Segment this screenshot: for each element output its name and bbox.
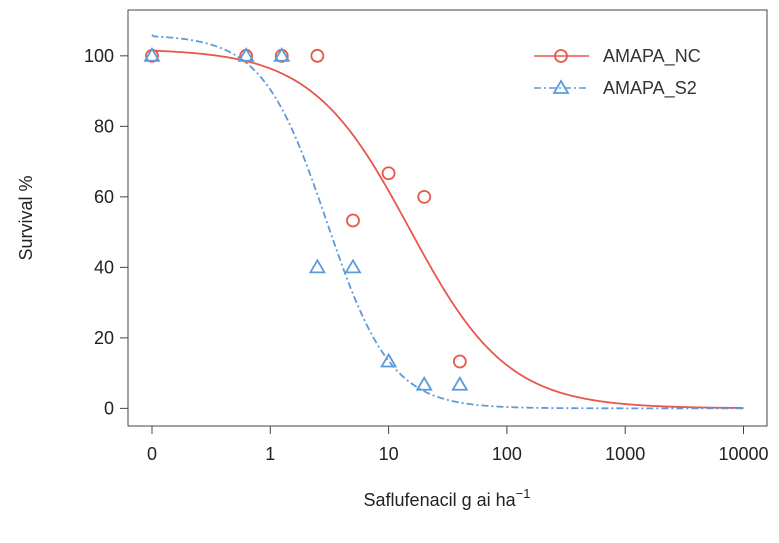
data-point-amapa-nc [310,48,325,63]
y-tick-label: 100 [84,46,114,66]
y-tick-label: 0 [104,398,114,418]
x-axis-title-superscript: −1 [516,486,531,501]
data-point-amapa-s2 [237,47,255,62]
legend-label-amapa-nc: AMAPA_NC [603,46,701,67]
y-tick-label: 60 [94,187,114,207]
data-points [143,47,469,391]
x-tick-label: 0 [147,444,157,464]
y-axis-title: Survival % [16,175,36,260]
legend-entry-amapa-nc: AMAPA_NC [534,46,701,67]
data-point-amapa-s2 [273,47,291,62]
x-tick-label: 1000 [605,444,645,464]
data-point-amapa-nc [346,213,360,228]
x-tick-label: 10000 [718,444,768,464]
legend-marker-amapa-nc [554,49,568,63]
x-axis-title-main: Saflufenacil g ai ha [364,490,517,510]
x-tick-label: 1 [265,444,275,464]
data-point-amapa-nc [417,189,432,204]
y-tick-label: 80 [94,116,114,136]
fit-curve-amapa-nc [151,48,744,409]
x-tick-label: 10 [379,444,399,464]
plot-frame [127,9,768,427]
data-point-amapa-s2 [143,47,161,62]
data-point-amapa-nc [452,354,467,369]
y-tick-label: 20 [94,328,114,348]
fit-curve-amapa-s2 [151,34,744,410]
fit-curves [151,34,744,410]
data-point-amapa-s2 [380,352,398,368]
x-axis: 0 1 10 100 1000 10000 [147,426,769,464]
legend-marker-amapa-s2 [552,79,570,94]
y-axis: 0 20 40 60 80 100 [84,46,128,418]
data-point-amapa-s2 [451,375,469,391]
x-axis-title: Saflufenacil g ai ha−1 [364,486,531,510]
legend-entry-amapa-s2: AMAPA_S2 [534,78,697,99]
legend: AMAPA_NC AMAPA_S2 [534,46,701,99]
data-point-amapa-nc [381,166,396,181]
x-tick-label: 100 [492,444,522,464]
data-point-amapa-s2 [415,375,433,391]
data-point-amapa-s2 [308,258,326,274]
data-point-amapa-s2 [344,258,362,274]
legend-label-amapa-s2: AMAPA_S2 [603,78,697,99]
y-tick-label: 40 [94,257,114,277]
